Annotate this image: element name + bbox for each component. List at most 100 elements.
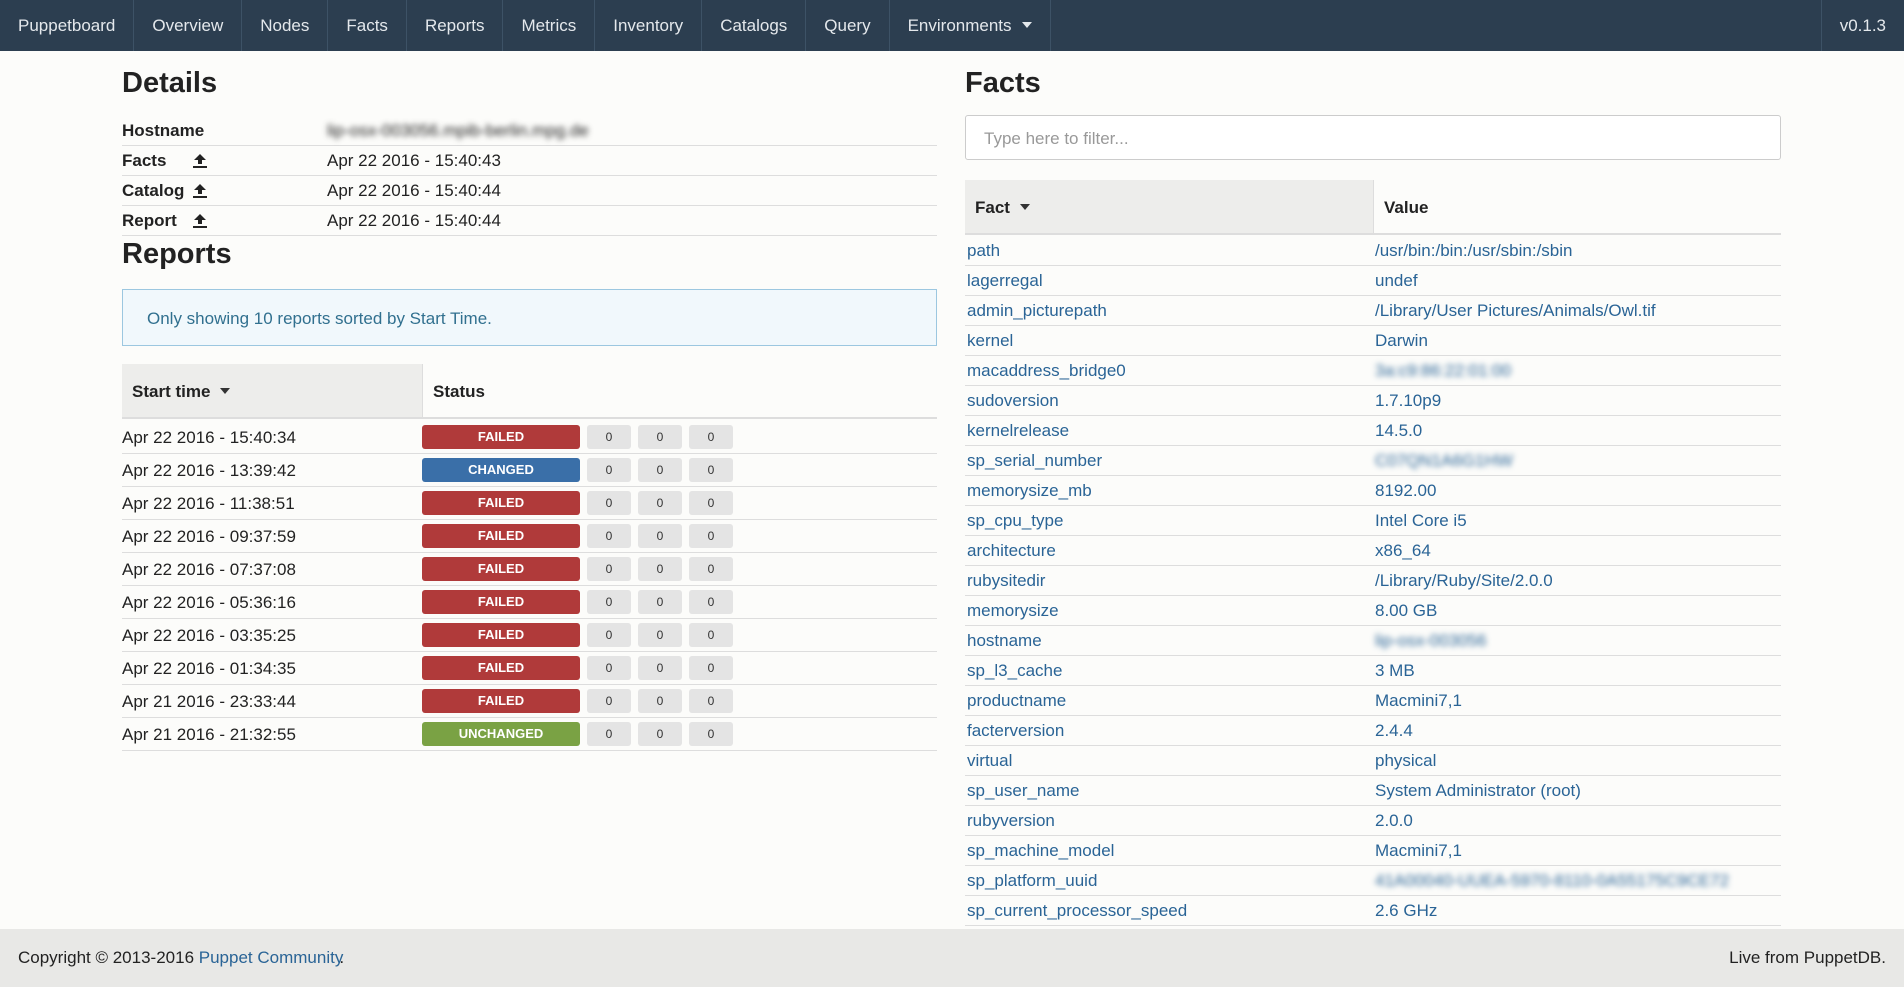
fact-name[interactable]: rubysitedir [967,571,1046,590]
fact-value[interactable]: 2.4.4 [1375,721,1413,740]
status-badge[interactable]: FAILED [422,491,580,515]
fact-name[interactable]: macaddress_bridge0 [967,361,1126,380]
footer-link[interactable]: Puppet Community [198,948,344,967]
fact-value[interactable]: x86_64 [1375,541,1431,560]
status-badge[interactable]: FAILED [422,524,580,548]
fact-value[interactable]: 8.00 GB [1375,601,1438,620]
fact-name[interactable]: lagerregal [967,271,1043,290]
fact-name[interactable]: sp_user_name [967,781,1080,800]
table-header[interactable]: Fact [965,180,1373,235]
fact-name[interactable]: facterversion [967,721,1065,740]
report-row: Apr 22 2016 - 09:37:59 FAILED 0 0 0 [122,520,937,553]
count-badge: 0 [689,656,733,680]
fact-name[interactable]: sp_cpu_type [967,511,1064,530]
status-badge[interactable]: FAILED [422,557,580,581]
fact-name[interactable]: memorysize_mb [967,481,1092,500]
nav-item[interactable]: Facts [328,0,407,51]
fact-name[interactable]: kernelrelease [967,421,1070,440]
fact-value[interactable]: undef [1375,271,1418,290]
fact-value[interactable]: /Library/User Pictures/Animals/Owl.tif [1375,301,1656,320]
fact-name[interactable]: kernel [967,331,1014,350]
fact-row: memorysize 8.00 GB [965,596,1781,626]
status-badge[interactable]: FAILED [422,689,580,713]
report-time[interactable]: Apr 22 2016 - 11:38:51 [122,494,295,513]
fact-value[interactable]: 41A00040-UUEA-5970-8110-0A55175C9CE72 [1375,871,1730,890]
fact-name[interactable]: path [967,241,1001,260]
count-badge: 0 [689,590,733,614]
fact-value[interactable]: /usr/bin:/bin:/usr/sbin:/sbin [1375,241,1573,260]
fact-value[interactable]: 2.0.0 [1375,811,1413,830]
fact-name[interactable]: architecture [967,541,1056,560]
fact-name[interactable]: sp_platform_uuid [967,871,1098,890]
fact-name[interactable]: sp_machine_model [967,841,1115,860]
report-time[interactable]: Apr 22 2016 - 05:36:16 [122,593,296,612]
table-header[interactable]: Status [422,364,937,419]
fact-name[interactable]: sp_l3_cache [967,661,1063,680]
fact-name[interactable]: admin_picturepath [967,301,1107,320]
fact-name[interactable]: sudoversion [967,391,1059,410]
fact-value[interactable]: physical [1375,751,1437,770]
upload-icon[interactable] [192,183,208,199]
count-badge: 0 [638,689,682,713]
fact-value[interactable]: /Library/Ruby/Site/2.0.0 [1375,571,1553,590]
upload-icon[interactable] [192,153,208,169]
status-badge[interactable]: UNCHANGED [422,722,580,746]
fact-name[interactable]: productname [967,691,1067,710]
count-badge: 0 [638,524,682,548]
brand[interactable]: Puppetboard [0,0,135,51]
fact-value[interactable]: 8192.00 [1375,481,1437,500]
fact-name[interactable]: sp_current_processor_speed [967,901,1188,920]
status-badge[interactable]: FAILED [422,656,580,680]
nav-item[interactable]: Catalogs [702,0,807,51]
fact-name[interactable]: sp_serial_number [967,451,1103,470]
fact-name[interactable]: hostname [967,631,1042,650]
fact-value[interactable]: Macmini7,1 [1375,841,1462,860]
table-header[interactable]: Start time [122,364,422,419]
fact-name[interactable]: rubyversion [967,811,1055,830]
fact-value[interactable]: 14.5.0 [1375,421,1423,440]
nav-item[interactable]: Metrics [503,0,596,51]
report-time[interactable]: Apr 22 2016 - 03:35:25 [122,626,296,645]
report-time[interactable]: Apr 22 2016 - 01:34:35 [122,659,296,678]
nav-item[interactable]: Environments [890,0,1051,51]
fact-row: sp_platform_uuid 41A00040-UUEA-5970-8110-… [965,866,1781,896]
fact-value[interactable]: lip-osx-003056 [1375,631,1487,650]
fact-value[interactable]: C07QN1A6G1HW [1375,451,1513,470]
report-time[interactable]: Apr 22 2016 - 07:37:08 [122,560,296,579]
status-badge[interactable]: FAILED [422,590,580,614]
count-badge: 0 [689,623,733,647]
report-time[interactable]: Apr 22 2016 - 13:39:42 [122,461,296,480]
nav-item[interactable]: Overview [134,0,243,51]
table-header[interactable]: Value [1373,180,1781,235]
filter-input[interactable]: Type here to filter... [965,115,1781,160]
fact-value[interactable]: 1.7.10p9 [1375,391,1442,410]
report-time[interactable]: Apr 22 2016 - 15:40:34 [122,428,296,447]
fact-value[interactable]: System Administrator (root) [1375,781,1581,800]
report-row: Apr 22 2016 - 11:38:51 FAILED 0 0 0 [122,487,937,520]
status-badge[interactable]: FAILED [422,623,580,647]
nav-item[interactable]: Query [806,0,890,51]
fact-value[interactable]: Intel Core i5 [1375,511,1467,530]
upload-icon[interactable] [192,213,208,229]
status-badge[interactable]: FAILED [422,425,580,449]
report-time[interactable]: Apr 21 2016 - 23:33:44 [122,692,296,711]
status-badge[interactable]: CHANGED [422,458,580,482]
count-badge: 0 [587,623,631,647]
fact-value[interactable]: 3a:c9:86:22:01:00 [1375,361,1512,380]
report-row: Apr 22 2016 - 07:37:08 FAILED 0 0 0 [122,553,937,586]
detail-value: lip-osx-003056.mpib-berlin.mpg.de [327,121,589,140]
detail-value: Apr 22 2016 - 15:40:44 [327,211,501,230]
fact-name[interactable]: memorysize [967,601,1059,620]
report-time[interactable]: Apr 22 2016 - 09:37:59 [122,527,296,546]
nav-item[interactable]: Nodes [242,0,329,51]
nav-item[interactable]: Inventory [595,0,703,51]
fact-name[interactable]: virtual [967,751,1013,770]
fact-value[interactable]: Darwin [1375,331,1428,350]
count-badge: 0 [689,557,733,581]
report-time[interactable]: Apr 21 2016 - 21:32:55 [122,725,296,744]
fact-value[interactable]: Macmini7,1 [1375,691,1462,710]
fact-value[interactable]: 3 MB [1375,661,1415,680]
fact-value[interactable]: 2.6 GHz [1375,901,1438,920]
nav-item[interactable]: Reports [407,0,504,51]
fact-row: facterversion 2.4.4 [965,716,1781,746]
